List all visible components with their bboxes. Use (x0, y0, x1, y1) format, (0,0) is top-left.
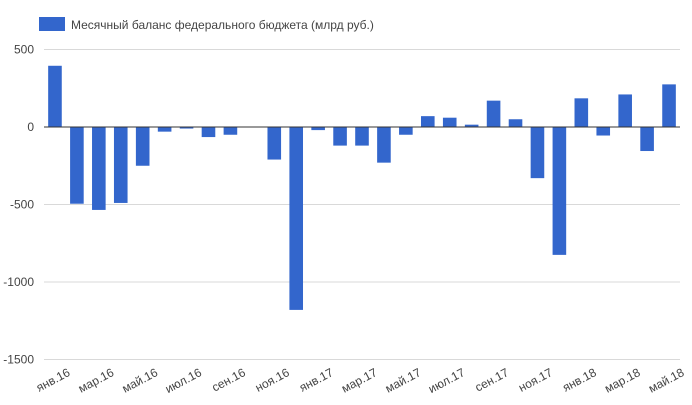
x-tick-label: май.16 (120, 365, 161, 395)
bar-фев.16 (70, 127, 84, 204)
bar-сен.17 (486, 100, 501, 127)
gridlines (44, 49, 680, 360)
bar-июн.17 (420, 116, 435, 127)
x-tick-label: ноя.16 (253, 365, 292, 395)
bar-апр.17 (377, 127, 391, 163)
x-tick-label: ноя.17 (516, 365, 555, 395)
y-tick-label: -500 (10, 198, 34, 212)
bar-май.17 (399, 127, 413, 135)
bar-авг.17 (464, 124, 479, 127)
bar-янв.18 (574, 98, 589, 127)
bar-май.16 (135, 127, 150, 166)
x-tick-label: июл.16 (163, 365, 204, 396)
bar-апр.16 (113, 127, 128, 203)
x-tick-label: май.17 (383, 365, 424, 395)
x-tick-label: мар.16 (76, 365, 117, 395)
x-tick-label: мар.18 (602, 365, 643, 395)
bar-ноя.16 (267, 127, 282, 160)
bar-мар.18 (618, 94, 632, 127)
bar-авг.16 (201, 127, 216, 138)
bar-фев.17 (333, 127, 347, 146)
bar-ноя.17 (530, 127, 545, 179)
y-tick-label: -1500 (3, 353, 34, 367)
bar-дек.16 (289, 127, 304, 310)
bar-сен.16 (223, 127, 238, 135)
y-axis-tick-labels: 500 0 -500 -1000 -1500 (3, 43, 34, 367)
bar-дек.17 (552, 127, 567, 255)
bar-мар.16 (92, 127, 106, 210)
y-tick-label: 500 (14, 43, 34, 57)
bar-мар.17 (355, 127, 369, 146)
bar-янв.16 (48, 65, 62, 127)
bar-июл.16 (179, 127, 194, 129)
x-tick-label: сен.16 (209, 365, 248, 394)
y-tick-label: 0 (27, 120, 34, 134)
legend-label: Месячный баланс федерального бюджета (мл… (71, 18, 374, 32)
bar-июл.17 (442, 117, 457, 127)
bars (48, 65, 676, 310)
x-tick-label: июл.17 (426, 365, 467, 396)
x-tick-label: янв.18 (560, 365, 599, 395)
bar-июн.16 (157, 127, 172, 132)
bar-янв.17 (311, 127, 325, 131)
legend-swatch (39, 17, 65, 31)
x-tick-label: янв.16 (34, 365, 73, 395)
legend: Месячный баланс федерального бюджета (мл… (39, 17, 374, 32)
y-tick-label: -1000 (3, 275, 34, 289)
bar-окт.17 (508, 119, 523, 127)
x-tick-label: май.18 (646, 365, 687, 395)
x-axis-tick-labels: янв.16 мар.16 май.16 июл.16 сен.16 ноя.16 янв.… (34, 365, 687, 396)
bar-май.18 (662, 84, 676, 127)
x-tick-label: сен.17 (473, 365, 512, 394)
bar-апр.18 (640, 127, 654, 152)
x-tick-label: янв.17 (297, 365, 336, 395)
x-tick-label: мар.17 (339, 365, 380, 395)
bar-фев.18 (596, 127, 611, 136)
